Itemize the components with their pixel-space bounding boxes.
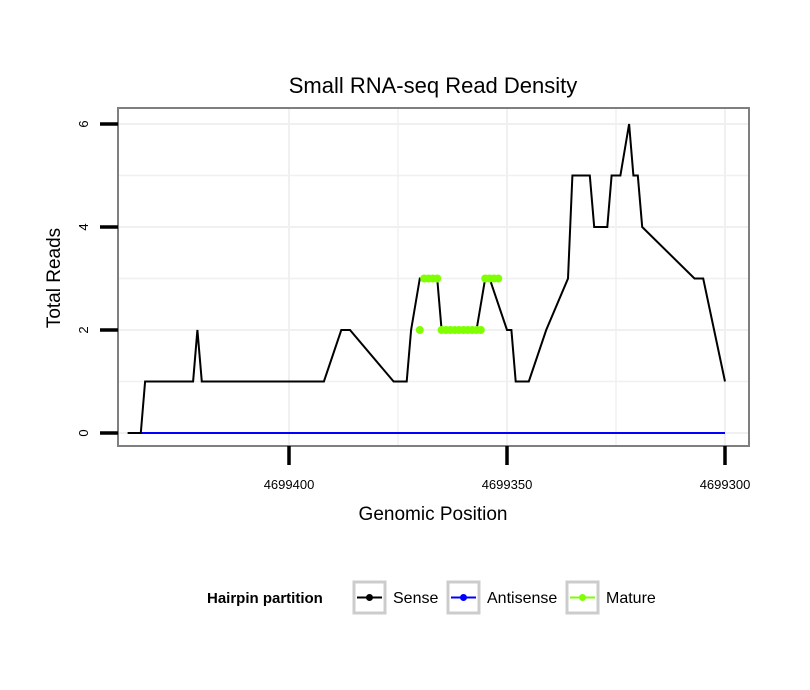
legend-title: Hairpin partition xyxy=(207,590,323,607)
legend-point-mature xyxy=(579,594,586,601)
legend-entry-mature: Mature xyxy=(565,580,656,615)
legend: Hairpin partition Sense Antisense Mature xyxy=(207,580,656,615)
mature-point xyxy=(415,326,424,334)
x-tick-label: 4699300 xyxy=(700,477,751,492)
mature-point xyxy=(494,274,503,283)
mature-point xyxy=(476,326,485,334)
y-tick-label: 6 xyxy=(76,120,91,127)
legend-label-sense: Sense xyxy=(393,590,438,607)
legend-point-sense xyxy=(366,594,373,601)
x-tick-label: 4699400 xyxy=(264,477,315,492)
legend-point-antisense xyxy=(460,594,467,601)
legend-label-mature: Mature xyxy=(606,590,656,607)
mature-point xyxy=(433,274,442,283)
y-axis-title: Total Reads xyxy=(44,228,65,328)
x-axis: 4699400 4699350 4699300 xyxy=(264,446,751,492)
plot-border xyxy=(117,107,750,447)
chart-title: Small RNA-seq Read Density xyxy=(289,73,578,98)
y-tick-label: 4 xyxy=(76,223,91,230)
legend-entry-sense: Sense xyxy=(352,580,438,615)
y-tick-label: 0 xyxy=(76,429,91,436)
series-layer xyxy=(127,123,726,434)
legend-entry-antisense: Antisense xyxy=(446,580,557,615)
x-tick-label: 4699350 xyxy=(482,477,533,492)
legend-label-antisense: Antisense xyxy=(487,590,557,607)
y-tick-label: 2 xyxy=(76,326,91,333)
x-axis-title: Genomic Position xyxy=(359,504,508,525)
y-axis: 0 2 4 6 xyxy=(76,120,118,437)
